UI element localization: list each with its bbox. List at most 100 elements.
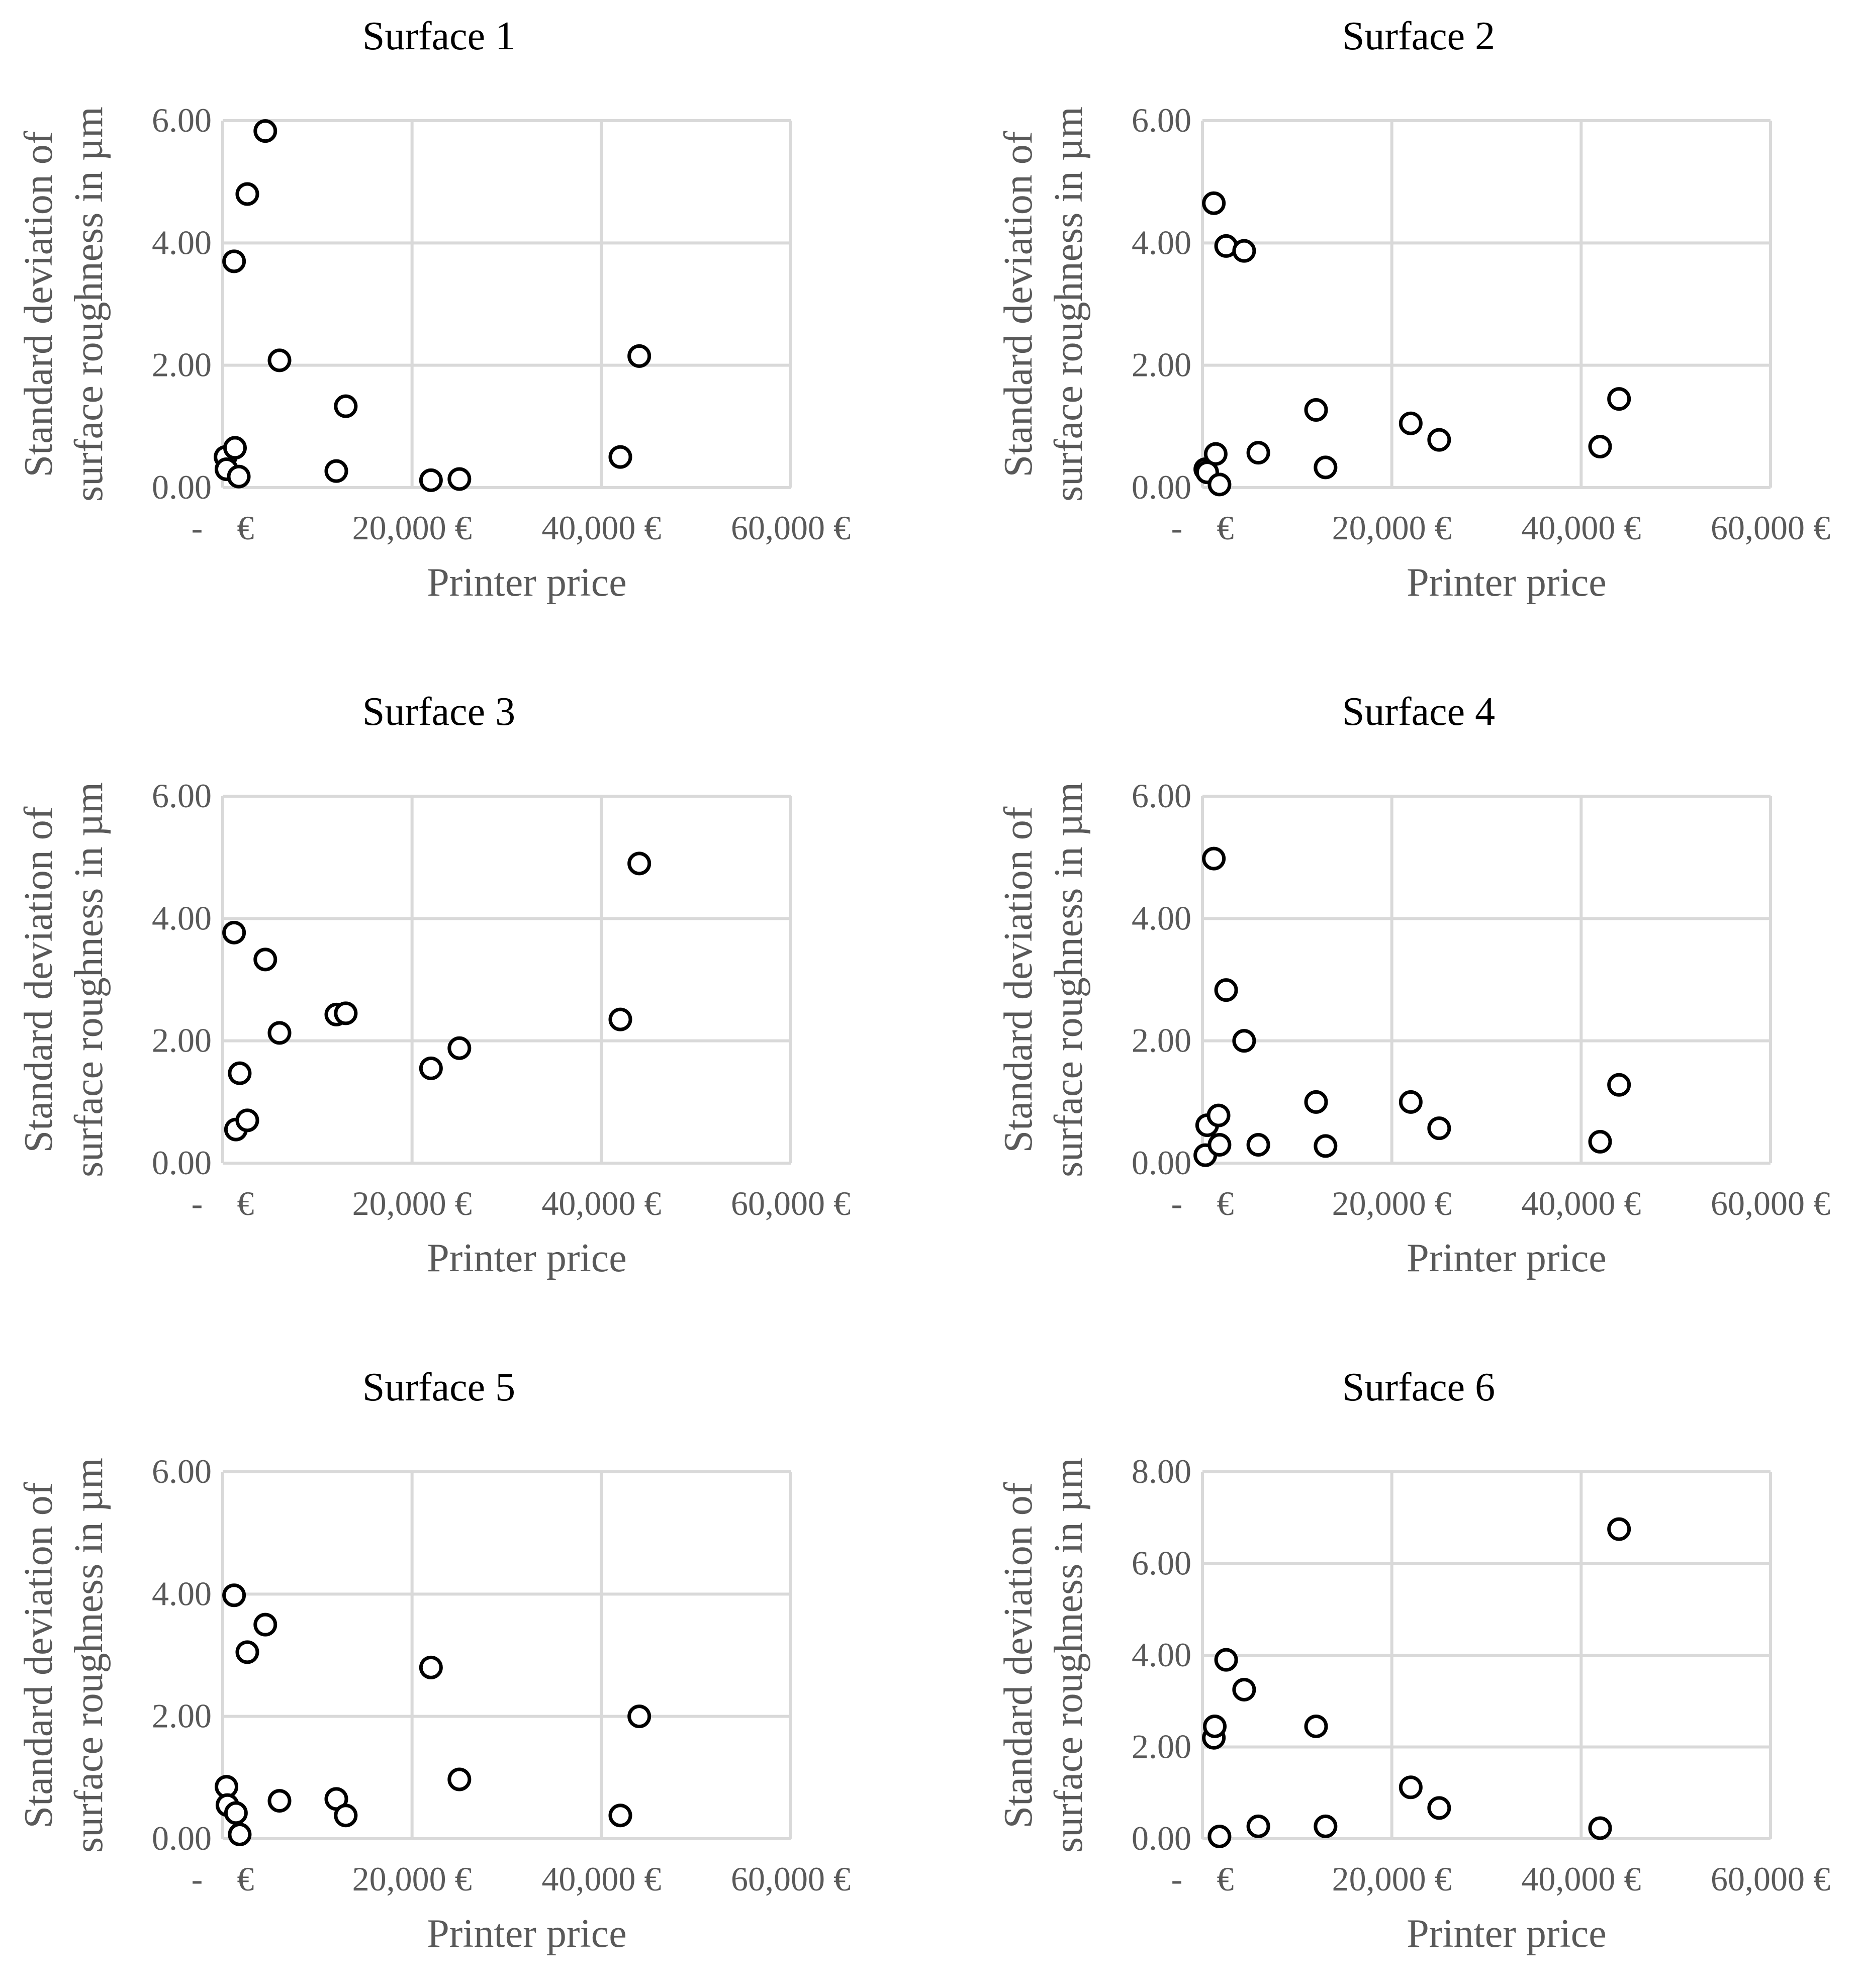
data-point — [419, 1655, 443, 1679]
y-axis-title-line-1: Standard deviation of — [996, 1482, 1041, 1828]
data-point — [627, 1705, 651, 1729]
y-tick-label: 8.00 — [1132, 1452, 1191, 1490]
data-point — [1207, 472, 1232, 497]
y-axis-title-line-2: surface roughness in µm — [1047, 1458, 1091, 1853]
data-point — [608, 1804, 632, 1828]
x-tick-label: 60,000 € — [1711, 1860, 1830, 1898]
data-point — [1304, 1090, 1328, 1114]
chart-title: Surface 1 — [362, 14, 515, 58]
x-axis-title: Printer price — [427, 560, 627, 605]
data-point — [419, 1056, 443, 1080]
data-point — [334, 1804, 358, 1828]
x-tick-label: 60,000 € — [731, 1860, 851, 1898]
x-tick-label: 20,000 € — [352, 1860, 472, 1898]
y-tick-label: 0.00 — [152, 1819, 212, 1857]
y-axis-title-line-2: surface roughness in µm — [1047, 782, 1091, 1177]
data-point — [324, 459, 348, 483]
data-point — [1202, 846, 1226, 871]
y-axis-title-line-1: Standard deviation of — [17, 131, 61, 477]
x-tick-label: 40,000 € — [541, 1860, 661, 1898]
x-tick-label: 20,000 € — [1332, 1860, 1452, 1898]
x-tick-label: 40,000 € — [1521, 509, 1641, 547]
x-tick-label: 20,000 € — [1332, 509, 1452, 547]
data-point — [1588, 1816, 1612, 1840]
data-point — [222, 920, 246, 944]
x-tick-label: 40,000 € — [1521, 1184, 1641, 1222]
x-tick-label: 60,000 € — [731, 509, 851, 547]
x-tick-label: 20,000 € — [1332, 1184, 1452, 1222]
y-tick-label: 6.00 — [1132, 777, 1191, 815]
scatter-chart-4: Surface 4 0.00 2.00 4.00 6.00 - € 20,000 € 40,0… — [996, 690, 1830, 1280]
data-point — [253, 119, 277, 143]
data-point — [1206, 1103, 1231, 1127]
x-tick-label: - € — [1171, 1184, 1234, 1222]
scatter-chart-2: Surface 2 0.00 2.00 4.00 6.00 - € 20,000 € 40,0… — [996, 14, 1830, 605]
x-tick-label: 60,000 € — [1711, 1184, 1830, 1222]
data-point — [1399, 1775, 1423, 1800]
data-point — [228, 1822, 252, 1846]
chart-title: Surface 6 — [1342, 1365, 1495, 1409]
y-tick-label: 4.00 — [1132, 223, 1191, 261]
y-tick-label: 4.00 — [1132, 899, 1191, 937]
y-tick-label: 2.00 — [1132, 1728, 1191, 1766]
data-point — [227, 464, 251, 489]
y-tick-label: 4.00 — [1132, 1636, 1191, 1674]
data-point — [222, 249, 246, 273]
y-tick-label: 0.00 — [152, 1144, 212, 1182]
chart-title: Surface 4 — [1342, 690, 1495, 734]
x-tick-label: 40,000 € — [541, 509, 661, 547]
scatter-chart-6: Surface 6 0.00 2.00 4.00 6.00 8.00 - € 20,000 €… — [996, 1365, 1830, 1956]
data-point — [334, 1001, 358, 1025]
data-point — [267, 348, 292, 372]
y-tick-label: 6.00 — [152, 1452, 212, 1490]
y-tick-label: 0.00 — [1132, 1819, 1191, 1857]
data-point — [1202, 1714, 1227, 1738]
data-point — [1232, 239, 1256, 263]
data-point — [1588, 1129, 1612, 1154]
data-point — [267, 1789, 292, 1813]
x-axis-title: Printer price — [427, 1236, 627, 1280]
data-point — [235, 1108, 259, 1132]
y-tick-label: 6.00 — [152, 777, 212, 815]
data-point — [1304, 398, 1328, 422]
y-axis-title-line-2: surface roughness in µm — [67, 107, 111, 502]
data-point — [627, 851, 651, 876]
y-tick-label: 6.00 — [1132, 101, 1191, 139]
y-tick-label: 4.00 — [152, 1574, 212, 1613]
data-point — [253, 1613, 277, 1637]
y-tick-label: 0.00 — [1132, 1144, 1191, 1182]
data-point — [1203, 442, 1228, 466]
scatter-chart-1: Surface 1 0.00 2.00 4.00 6.00 - € 20,000 € 40,0… — [17, 14, 851, 605]
data-point — [447, 467, 472, 491]
y-axis-title-line-2: surface roughness in µm — [1047, 107, 1091, 502]
data-point — [235, 1640, 259, 1664]
data-point — [1427, 428, 1451, 452]
x-tick-label: 60,000 € — [731, 1184, 851, 1222]
data-point — [1607, 1517, 1631, 1541]
data-point — [334, 394, 358, 418]
y-tick-label: 2.00 — [152, 1697, 212, 1735]
y-tick-label: 2.00 — [1132, 346, 1191, 384]
x-tick-label: - € — [192, 1860, 254, 1898]
data-point — [1607, 1073, 1631, 1097]
y-tick-label: 6.00 — [152, 101, 212, 139]
y-tick-label: 2.00 — [1132, 1021, 1191, 1060]
data-point — [447, 1767, 472, 1791]
data-point — [223, 436, 247, 460]
x-axis-title: Printer price — [1407, 560, 1607, 605]
x-tick-label: 20,000 € — [352, 1184, 472, 1222]
scatter-chart-3: Surface 3 0.00 2.00 4.00 6.00 - € 20,000 € 40,0… — [17, 690, 851, 1280]
x-axis-title: Printer price — [427, 1912, 627, 1956]
y-tick-label: 2.00 — [152, 1021, 212, 1060]
data-point — [235, 182, 259, 206]
data-point — [1214, 1648, 1238, 1672]
data-point — [267, 1021, 292, 1045]
data-point — [1399, 411, 1423, 435]
y-axis-title-line-1: Standard deviation of — [17, 1482, 61, 1828]
x-axis-title: Printer price — [1407, 1912, 1607, 1956]
data-point — [1427, 1116, 1451, 1141]
x-tick-label: - € — [1171, 509, 1234, 547]
data-point — [447, 1036, 472, 1060]
x-axis-title: Printer price — [1407, 1236, 1607, 1280]
data-point — [1314, 1134, 1338, 1158]
